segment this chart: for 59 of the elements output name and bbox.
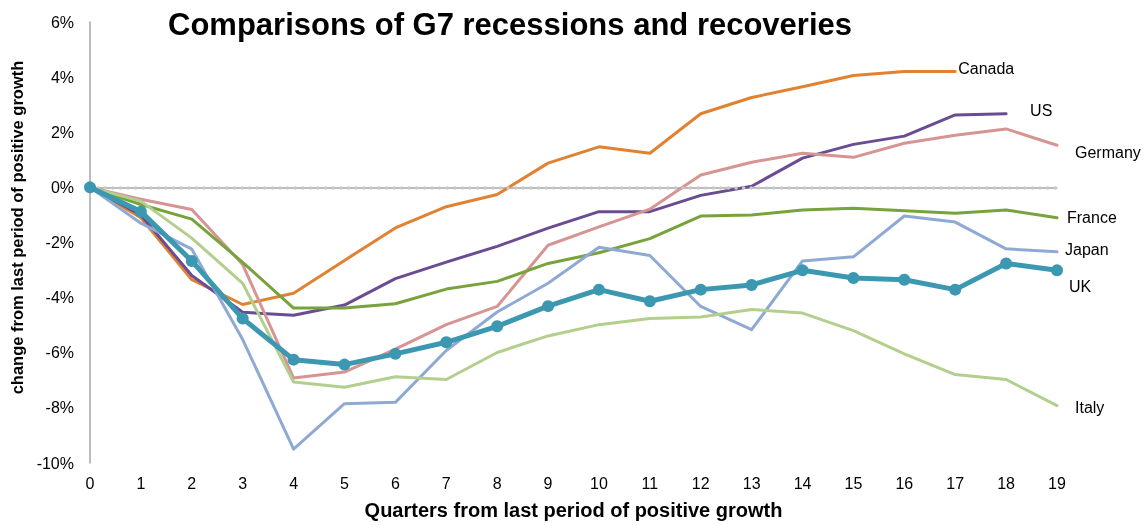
- y-tick-label: -4%: [45, 289, 74, 307]
- x-tick-label: 5: [340, 474, 350, 492]
- point: [898, 273, 911, 286]
- x-tick-label: 1: [136, 474, 146, 492]
- x-tick-label: 19: [1048, 474, 1066, 492]
- series-label: Japan: [1065, 241, 1109, 259]
- x-axis-title: Quarters from last period of positive growth: [364, 499, 783, 521]
- x-tick-label: 6: [390, 474, 400, 492]
- series-label: France: [1067, 209, 1117, 227]
- y-axis-title: change from last period of positive growth: [8, 60, 27, 395]
- y-tick-label: 0%: [50, 178, 74, 196]
- y-tick-label: -6%: [45, 344, 74, 362]
- point: [796, 264, 809, 277]
- x-tick-label: 11: [641, 474, 659, 492]
- point: [84, 181, 96, 194]
- x-tick-label: 17: [946, 474, 965, 492]
- x-tick-label: 7: [441, 474, 451, 492]
- point: [745, 278, 758, 291]
- x-tick-label: 18: [997, 474, 1016, 492]
- y-tick-label: 2%: [50, 123, 74, 141]
- point: [236, 312, 249, 325]
- point: [185, 254, 198, 267]
- point: [287, 353, 300, 366]
- point: [389, 347, 402, 360]
- y-tick-label: 4%: [50, 68, 74, 86]
- x-tick-label: 0: [85, 474, 95, 492]
- point: [1000, 257, 1013, 270]
- x-tick-label: 15: [844, 474, 863, 492]
- x-tick-label: 8: [492, 474, 502, 492]
- point: [1051, 264, 1063, 277]
- series-label: UK: [1069, 277, 1092, 295]
- series-label: Italy: [1075, 399, 1105, 417]
- series-label: Canada: [958, 60, 1015, 78]
- x-tick-label: 14: [793, 474, 812, 492]
- point: [440, 336, 453, 349]
- y-tick-label: -2%: [45, 234, 74, 251]
- x-tick-label: 4: [289, 474, 299, 492]
- point: [847, 272, 860, 285]
- y-tick-label: -8%: [45, 399, 74, 417]
- series-label: US: [1030, 102, 1053, 120]
- point: [338, 358, 351, 371]
- x-tick-label: 10: [590, 474, 608, 492]
- point: [643, 295, 656, 308]
- x-tick-label: 13: [742, 474, 761, 492]
- series-label: Germany: [1075, 143, 1141, 161]
- y-tick-label: 6%: [50, 13, 74, 31]
- point: [134, 205, 147, 218]
- x-tick-label: 16: [895, 474, 914, 492]
- point: [694, 283, 707, 296]
- point: [592, 283, 605, 296]
- x-tick-label: 3: [238, 474, 248, 492]
- point: [949, 283, 962, 296]
- chart-title: Comparisons of G7 recessions and recoveries: [168, 7, 852, 42]
- x-tick-label: 2: [187, 474, 197, 492]
- point: [491, 320, 504, 333]
- point: [542, 300, 555, 313]
- y-tick-label: -10%: [36, 454, 74, 472]
- x-tick-label: 9: [543, 474, 553, 492]
- x-tick-label: 12: [691, 474, 710, 492]
